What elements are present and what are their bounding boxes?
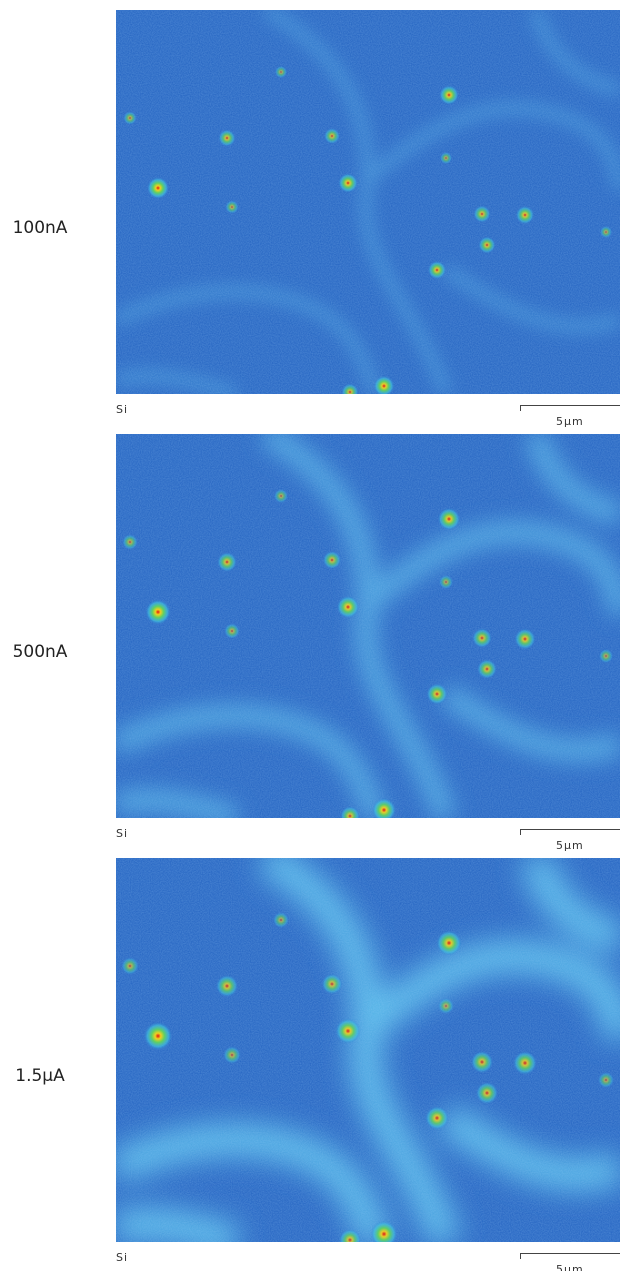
hotspot bbox=[516, 206, 534, 224]
hotspot bbox=[428, 261, 446, 279]
figure: 100nA Si 5μm 500nA Si 5μm 1.5μA Si 5μm bbox=[0, 0, 620, 1271]
hotspot bbox=[223, 1046, 241, 1064]
element-label: Si bbox=[116, 1251, 128, 1264]
scale-label: 5μm bbox=[556, 839, 584, 852]
hotspot bbox=[425, 1106, 449, 1130]
hotspot bbox=[144, 1022, 173, 1051]
scale-label: 5μm bbox=[556, 1263, 584, 1271]
scale-bar bbox=[520, 829, 620, 835]
hotspot bbox=[147, 177, 169, 199]
hotspot bbox=[145, 599, 170, 624]
hotspot bbox=[225, 200, 239, 214]
noise bbox=[116, 434, 620, 818]
hotspot bbox=[477, 659, 497, 679]
hotspot bbox=[478, 236, 495, 253]
hotspot bbox=[473, 205, 490, 222]
element-label: Si bbox=[116, 403, 128, 416]
element-map bbox=[116, 434, 620, 818]
hotspot bbox=[123, 111, 137, 125]
noise bbox=[116, 858, 620, 1242]
hotspot bbox=[273, 912, 289, 928]
hotspot bbox=[324, 128, 340, 144]
hotspot bbox=[122, 534, 138, 550]
hotspot bbox=[335, 1018, 360, 1043]
hotspot bbox=[426, 683, 447, 704]
hotspot bbox=[218, 129, 235, 146]
hotspot bbox=[471, 1051, 493, 1073]
hotspot bbox=[476, 1082, 498, 1104]
hotspot bbox=[438, 508, 461, 531]
hotspot bbox=[514, 628, 535, 649]
scale-label: 5μm bbox=[556, 415, 584, 428]
element-label: Si bbox=[116, 827, 128, 840]
hotspot bbox=[439, 85, 459, 105]
hotspot bbox=[322, 974, 343, 995]
hotspot bbox=[472, 628, 492, 648]
hotspot bbox=[439, 575, 453, 589]
hotspot bbox=[337, 596, 360, 619]
scale-bar bbox=[520, 1253, 620, 1259]
hotspot bbox=[599, 649, 613, 663]
current-label: 500nA bbox=[0, 642, 80, 662]
hotspot bbox=[598, 1072, 614, 1088]
hotspot bbox=[275, 66, 287, 78]
hotspot bbox=[274, 489, 288, 503]
current-label: 1.5μA bbox=[0, 1066, 80, 1086]
hotspot bbox=[436, 930, 461, 955]
hotspot bbox=[121, 957, 139, 975]
hotspot bbox=[224, 623, 240, 639]
hotspot bbox=[338, 173, 358, 193]
hotspot bbox=[440, 152, 452, 164]
element-map bbox=[116, 858, 620, 1242]
hotspot bbox=[438, 998, 454, 1014]
scale-bar bbox=[520, 405, 620, 411]
hotspot bbox=[216, 975, 238, 997]
hotspot bbox=[600, 226, 612, 238]
current-label: 100nA bbox=[0, 218, 80, 238]
hotspot bbox=[513, 1051, 537, 1075]
element-map bbox=[116, 10, 620, 394]
hotspot bbox=[217, 552, 237, 572]
noise bbox=[116, 10, 620, 394]
hotspot bbox=[323, 551, 341, 569]
